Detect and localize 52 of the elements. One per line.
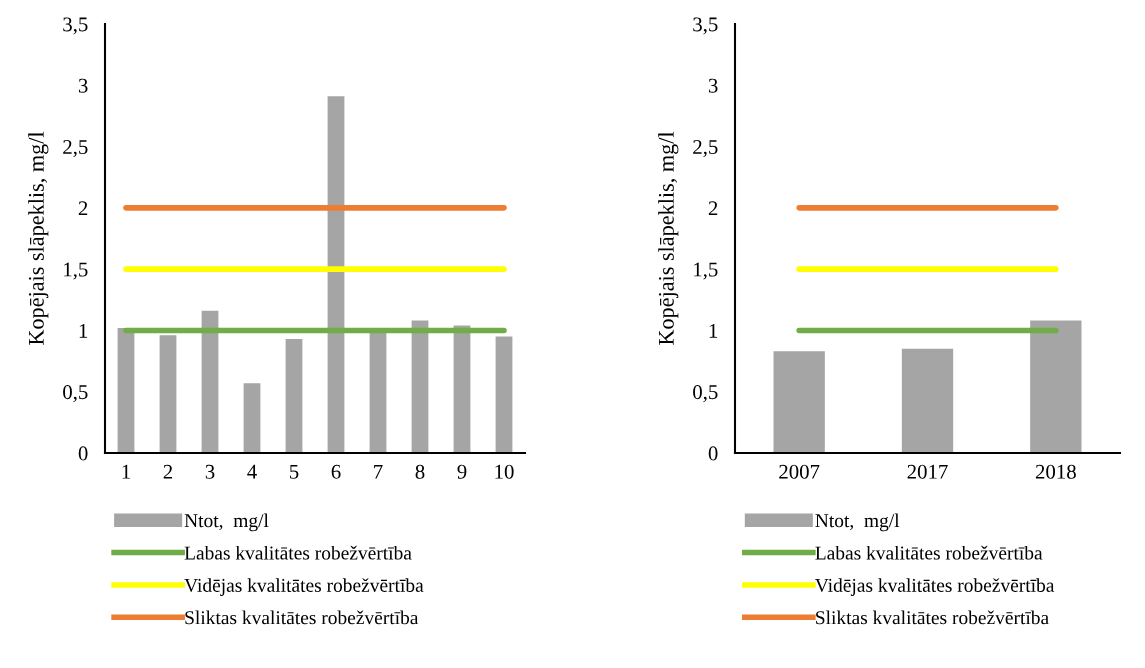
y-tick-label: 2: [708, 201, 718, 216]
y-tick-label: 3,5: [63, 17, 88, 35]
bar: [453, 325, 471, 453]
x-tick-label: 6: [331, 464, 341, 479]
y-tick-label: 2: [78, 201, 88, 216]
y-tick-label: 0,5: [693, 385, 718, 403]
y-tick-label: 1,5: [64, 262, 88, 280]
bar: [285, 339, 303, 453]
legend-label: Ntot, mg/l: [815, 513, 900, 532]
x-tick-label: 2018: [1035, 464, 1076, 479]
legend-label: Sliktas kvalitātes robežvērtība: [185, 610, 419, 625]
legend-label: Labas kvalitātes robežvērtība: [184, 545, 412, 560]
legend-label: Vidējas kvalitātes robežvērtība: [184, 578, 424, 596]
y-tick-label: 3: [78, 78, 88, 93]
legend-label: Labas kvalitātes robežvērtība: [815, 545, 1043, 560]
bar: [773, 351, 825, 453]
bar: [327, 96, 345, 453]
legend-label: Ntot, mg/l: [184, 513, 269, 532]
y-tick-label: 1: [79, 323, 88, 338]
x-tick-label: 5: [290, 464, 299, 479]
x-tick-label: 8: [415, 464, 425, 479]
bar: [159, 335, 177, 453]
x-tick-label: 4: [247, 464, 257, 479]
y-tick-label: 0: [78, 446, 88, 461]
bar: [901, 348, 954, 453]
y-axis-title: Kopējais slāpeklis, mg/l: [658, 131, 679, 345]
bar: [201, 310, 219, 453]
x-tick-label: 9: [457, 464, 467, 479]
x-tick-label: 7: [374, 464, 383, 479]
x-tick-label: 2017: [907, 464, 948, 479]
y-tick-label: 1: [709, 323, 718, 338]
bar: [1030, 320, 1082, 453]
y-tick-label: 2,5: [63, 140, 88, 157]
bar: [411, 320, 429, 453]
x-tick-label: 3: [205, 464, 215, 479]
y-tick-label: 0: [708, 446, 718, 461]
x-tick-label: 2: [163, 464, 173, 479]
x-tick-label: 10: [495, 464, 514, 479]
y-tick-label: 0,5: [63, 385, 88, 403]
bar: [243, 383, 261, 453]
y-tick-label: 1,5: [694, 262, 718, 280]
x-tick-label: 1: [122, 464, 130, 479]
y-axis-title: Kopējais slāpeklis, mg/l: [28, 131, 49, 345]
bar: [495, 336, 513, 453]
x-tick-label: 2007: [779, 464, 820, 479]
legend-label: Vidējas kvalitātes robežvērtība: [815, 578, 1055, 596]
y-tick-label: 3: [708, 78, 718, 93]
y-tick-label: 2,5: [693, 140, 718, 157]
bar: [117, 327, 135, 453]
bar: [369, 330, 387, 453]
y-tick-label: 3,5: [693, 17, 718, 35]
legend-label: Sliktas kvalitātes robežvērtība: [816, 610, 1049, 625]
